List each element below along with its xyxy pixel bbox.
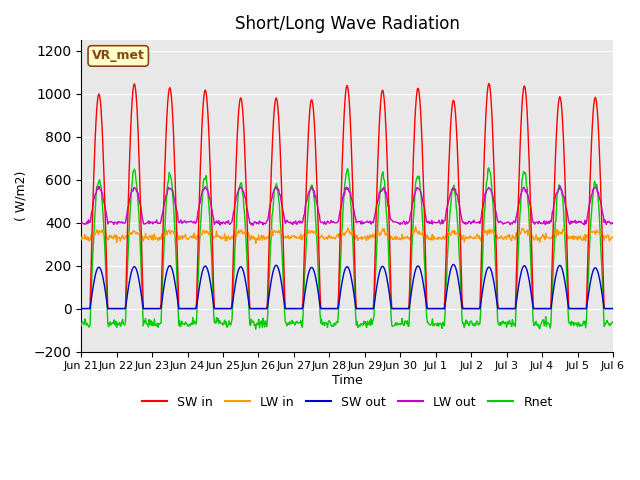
Title: Short/Long Wave Radiation: Short/Long Wave Radiation bbox=[235, 15, 460, 33]
Legend: SW in, LW in, SW out, LW out, Rnet: SW in, LW in, SW out, LW out, Rnet bbox=[136, 391, 557, 414]
Text: VR_met: VR_met bbox=[92, 49, 145, 62]
Y-axis label: ( W/m2): ( W/m2) bbox=[15, 170, 28, 221]
X-axis label: Time: Time bbox=[332, 374, 362, 387]
